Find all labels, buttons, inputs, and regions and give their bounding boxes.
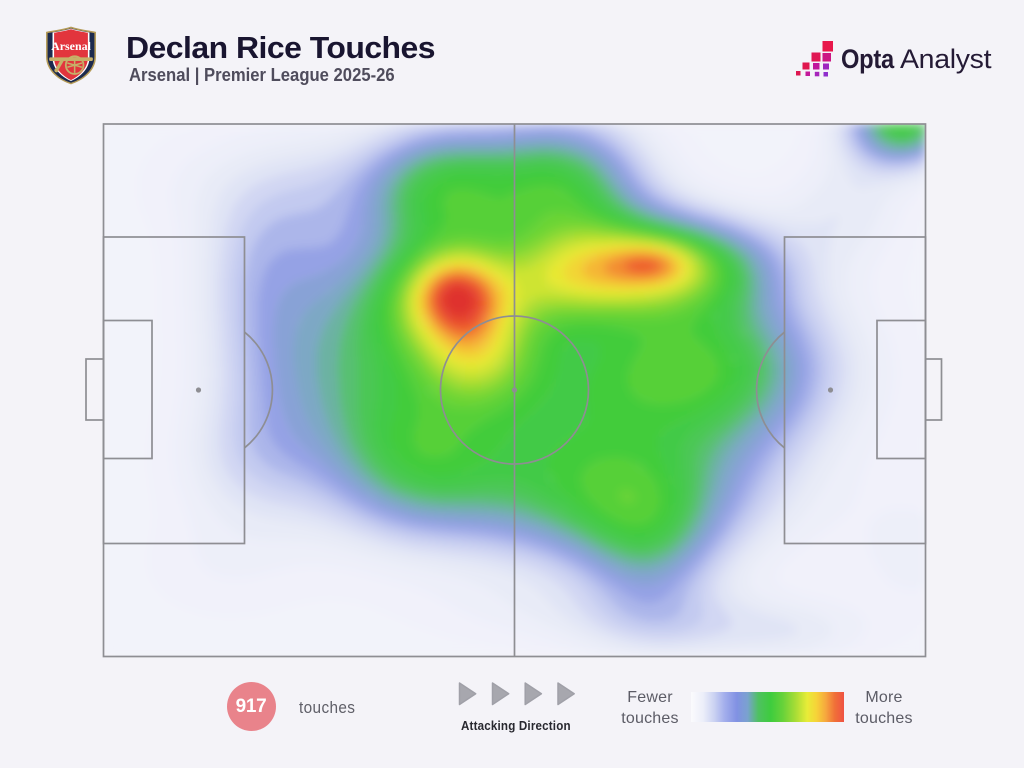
svg-text:Arsenal: Arsenal bbox=[51, 39, 91, 53]
